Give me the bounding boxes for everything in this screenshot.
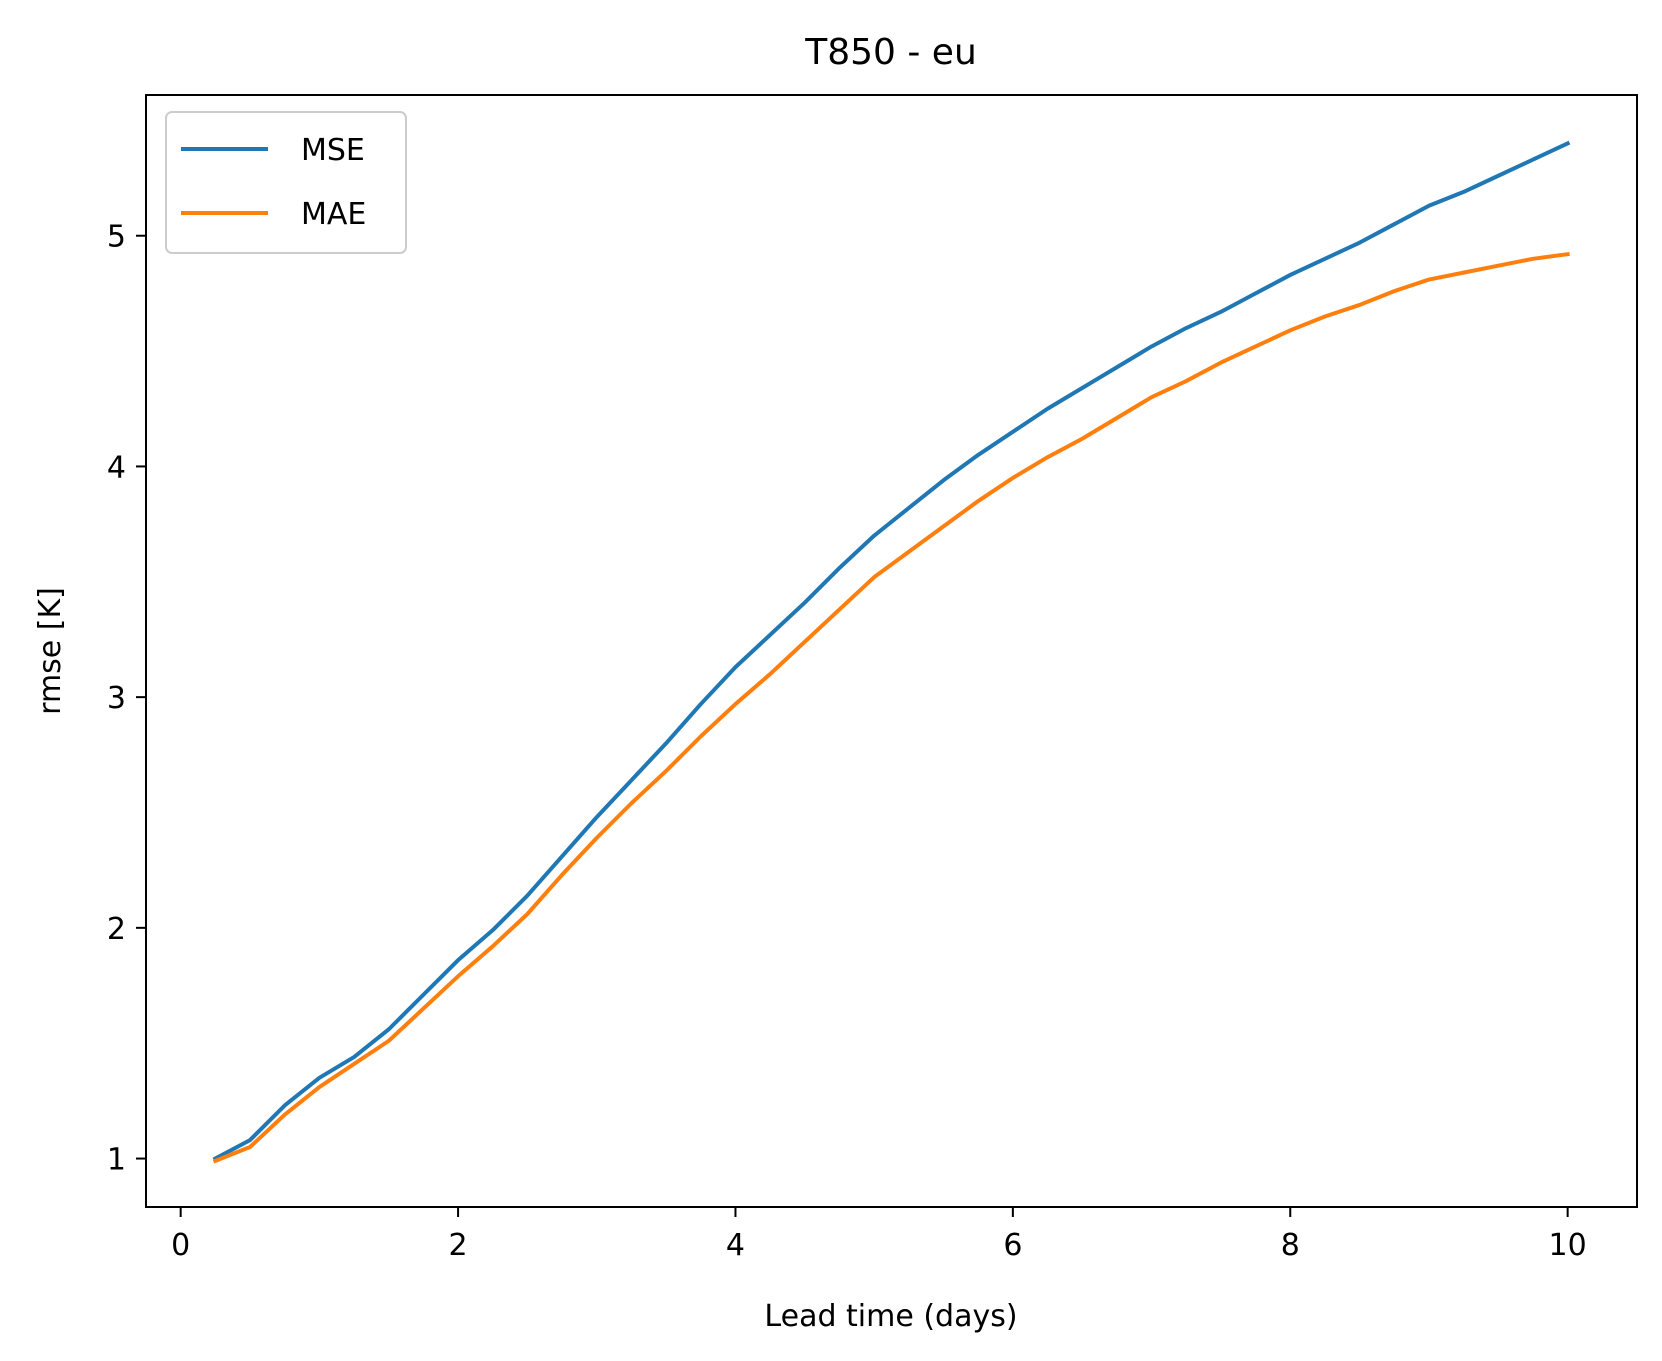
series-layer <box>212 140 1571 1164</box>
x-tick-label: 0 <box>171 1228 190 1263</box>
series-line-mse <box>212 140 1571 1162</box>
y-tick-label: 1 <box>107 1143 126 1178</box>
series-line-mae <box>212 251 1570 1164</box>
legend: MSE MAE <box>165 111 407 254</box>
x-axis-label: Lead time (days) <box>764 1299 1017 1334</box>
legend-box <box>165 111 407 254</box>
x-tick-label: 2 <box>449 1228 468 1263</box>
y-tick-label: 3 <box>107 681 126 716</box>
y-axis-label: rmse [K] <box>33 587 68 715</box>
y-tick-label: 5 <box>107 220 126 255</box>
y-tick-label: 4 <box>107 450 126 485</box>
legend-label-mse: MSE <box>301 133 365 168</box>
y-axis: 1 2 3 4 5 <box>107 220 146 1178</box>
x-tick-label: 10 <box>1549 1228 1587 1263</box>
x-tick-label: 6 <box>1003 1228 1022 1263</box>
legend-label-mae: MAE <box>301 197 366 232</box>
x-tick-label: 8 <box>1281 1228 1300 1263</box>
x-axis: 0 2 4 6 8 10 <box>171 1207 1587 1263</box>
x-tick-label: 4 <box>726 1228 745 1263</box>
plot-frame <box>145 94 1638 1208</box>
y-tick-label: 2 <box>107 912 126 947</box>
chart-title: T850 - eu <box>804 32 977 73</box>
